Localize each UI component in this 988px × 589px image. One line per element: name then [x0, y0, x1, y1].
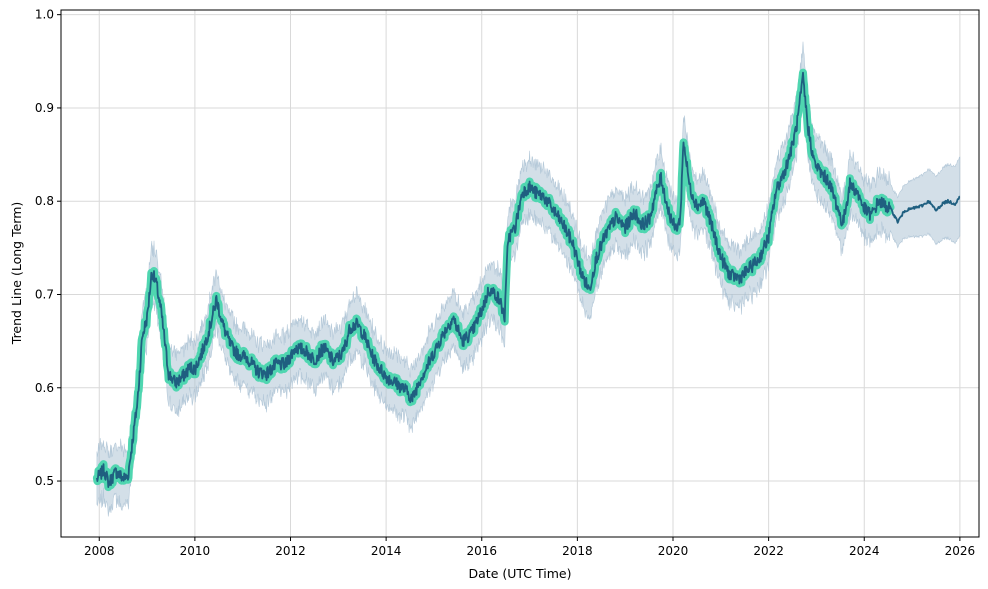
trend-line-path [96, 71, 961, 488]
y-axis-ticks: 0.5 0.6 0.7 0.8 0.9 1.0 [35, 8, 61, 488]
x-tick-label: 2010 [180, 544, 211, 558]
trend-line [96, 71, 961, 488]
y-tick-label: 0.7 [35, 287, 54, 301]
y-tick-label: 0.9 [35, 101, 54, 115]
y-tick-label: 0.8 [35, 194, 54, 208]
plot-frame [60, 9, 980, 538]
grid-lines [61, 10, 979, 537]
x-tick-label: 2022 [753, 544, 784, 558]
x-tick-label: 2018 [562, 544, 593, 558]
confidence-band [96, 41, 961, 517]
x-tick-label: 2014 [371, 544, 402, 558]
y-tick-label: 0.5 [35, 474, 54, 488]
x-axis-label: Date (UTC Time) [469, 566, 572, 581]
x-axis-ticks: 2008 2010 2012 2014 2016 2018 2020 2022 2024 2026 [84, 537, 975, 558]
x-tick-label: 2008 [84, 544, 115, 558]
y-tick-label: 0.6 [35, 381, 54, 395]
x-tick-label: 2026 [945, 544, 976, 558]
y-tick-label: 1.0 [35, 8, 54, 22]
x-tick-label: 2012 [275, 544, 306, 558]
x-tick-label: 2024 [849, 544, 880, 558]
y-axis-label: Trend Line (Long Term) [9, 202, 24, 345]
x-tick-label: 2016 [466, 544, 497, 558]
x-tick-label: 2020 [658, 544, 689, 558]
confidence-band-area [96, 41, 961, 517]
